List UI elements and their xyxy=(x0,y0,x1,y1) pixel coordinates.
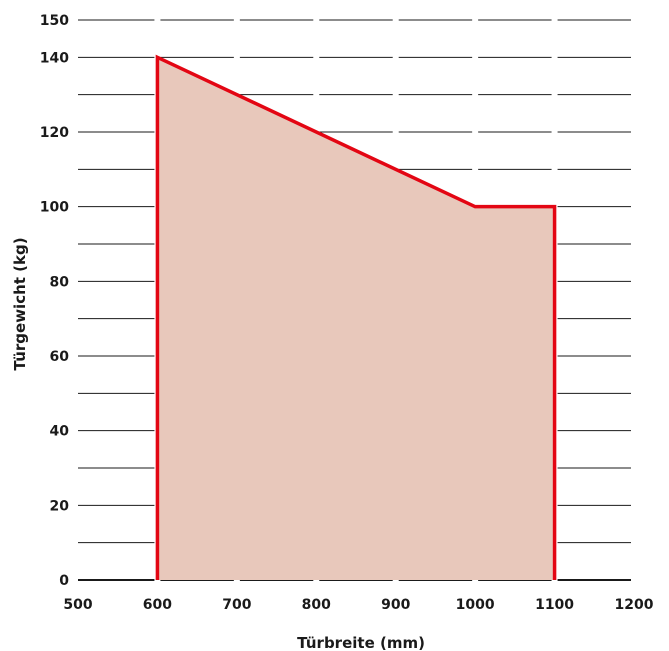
x-tick-label: 900 xyxy=(381,597,410,613)
y-tick-label: 60 xyxy=(50,349,70,365)
x-axis-title: Türbreite (mm) xyxy=(297,634,425,651)
x-tick-label: 700 xyxy=(222,597,251,613)
x-tick-label: 1200 xyxy=(615,597,654,613)
x-tick-label: 800 xyxy=(302,597,331,613)
x-tick-labels: 500 600 700 800 900 1000 1100 1200 xyxy=(63,597,653,613)
x-tick-label: 500 xyxy=(63,597,92,613)
y-tick-label: 120 xyxy=(40,125,69,141)
area-fill xyxy=(157,57,554,580)
x-tick-label: 1000 xyxy=(456,597,495,613)
y-tick-label: 100 xyxy=(40,200,69,216)
y-tick-label: 140 xyxy=(40,50,69,66)
y-tick-label: 20 xyxy=(50,498,70,514)
y-axis-title: Türgewicht (kg) xyxy=(11,237,29,370)
y-tick-labels: 0 20 40 60 80 100 120 140 150 xyxy=(40,13,69,589)
y-tick-label: 40 xyxy=(50,424,70,440)
y-tick-label: 0 xyxy=(59,573,69,589)
x-tick-label: 1100 xyxy=(535,597,574,613)
x-tick-label: 600 xyxy=(143,597,172,613)
y-tick-label: 80 xyxy=(50,274,70,290)
y-tick-label: 150 xyxy=(40,13,69,29)
